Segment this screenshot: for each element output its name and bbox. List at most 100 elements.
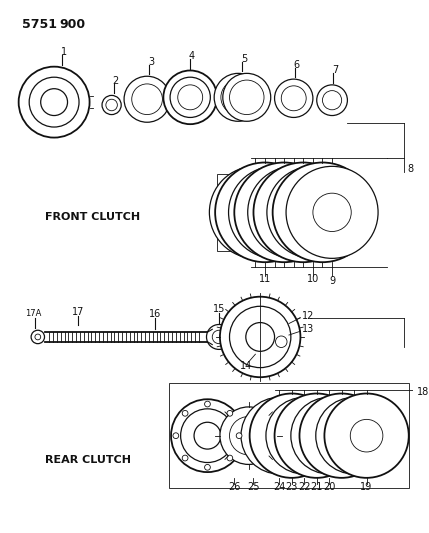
Circle shape — [205, 464, 210, 470]
Text: 15: 15 — [213, 304, 225, 314]
Circle shape — [175, 85, 179, 90]
Circle shape — [102, 95, 121, 115]
Circle shape — [194, 422, 221, 449]
Circle shape — [286, 166, 378, 259]
Circle shape — [248, 166, 340, 259]
Text: 23: 23 — [286, 482, 298, 492]
Circle shape — [230, 416, 268, 455]
Circle shape — [246, 322, 275, 351]
Circle shape — [35, 334, 41, 340]
Text: 22: 22 — [298, 482, 311, 492]
Circle shape — [254, 163, 353, 262]
Circle shape — [193, 110, 198, 115]
Circle shape — [58, 118, 63, 123]
Circle shape — [294, 193, 332, 231]
Text: FRONT CLUTCH: FRONT CLUTCH — [45, 212, 140, 222]
Circle shape — [181, 409, 234, 463]
Circle shape — [250, 393, 334, 478]
Text: REAR CLUTCH: REAR CLUTCH — [45, 455, 131, 465]
Circle shape — [275, 393, 359, 478]
Circle shape — [310, 416, 348, 455]
Circle shape — [236, 433, 242, 439]
Circle shape — [286, 195, 320, 230]
Text: 9: 9 — [329, 276, 335, 286]
Circle shape — [335, 416, 373, 455]
Circle shape — [106, 99, 118, 111]
Circle shape — [267, 195, 302, 230]
Text: 5: 5 — [241, 54, 248, 64]
Text: 25: 25 — [247, 482, 260, 492]
Circle shape — [41, 84, 45, 89]
Circle shape — [58, 82, 63, 86]
Circle shape — [220, 407, 278, 464]
Circle shape — [324, 393, 409, 478]
Circle shape — [212, 330, 226, 344]
Circle shape — [215, 163, 315, 262]
Circle shape — [267, 166, 359, 259]
Circle shape — [230, 80, 264, 115]
Circle shape — [281, 86, 306, 111]
Text: 21: 21 — [311, 482, 323, 492]
Circle shape — [205, 401, 210, 407]
Circle shape — [33, 100, 37, 104]
Circle shape — [227, 455, 233, 461]
Circle shape — [31, 330, 45, 344]
Circle shape — [29, 77, 79, 127]
Circle shape — [183, 79, 187, 84]
Text: 26: 26 — [228, 482, 241, 492]
Circle shape — [183, 110, 187, 115]
Circle shape — [275, 336, 287, 348]
Circle shape — [313, 193, 351, 231]
Text: 8: 8 — [408, 164, 414, 174]
Circle shape — [170, 77, 210, 117]
Circle shape — [273, 163, 372, 262]
Circle shape — [193, 79, 198, 84]
Text: 4: 4 — [188, 51, 194, 61]
Circle shape — [124, 76, 170, 122]
Circle shape — [171, 399, 244, 472]
Text: 2: 2 — [112, 76, 118, 86]
Text: 24: 24 — [273, 482, 286, 492]
Circle shape — [132, 84, 163, 115]
Text: 17A: 17A — [25, 310, 41, 318]
Circle shape — [178, 85, 202, 110]
Text: 19: 19 — [360, 482, 373, 492]
Circle shape — [230, 306, 291, 368]
Circle shape — [275, 419, 308, 452]
Circle shape — [234, 163, 334, 262]
Circle shape — [241, 397, 318, 474]
Circle shape — [41, 116, 45, 120]
Circle shape — [300, 419, 333, 452]
Circle shape — [163, 70, 217, 124]
Circle shape — [70, 104, 75, 109]
Circle shape — [223, 74, 271, 122]
Text: 20: 20 — [323, 482, 335, 492]
Text: 10: 10 — [307, 274, 319, 285]
Text: 7: 7 — [332, 66, 338, 76]
Text: 6: 6 — [293, 60, 300, 70]
Circle shape — [275, 79, 313, 117]
Circle shape — [325, 419, 358, 452]
Text: 13: 13 — [302, 324, 314, 334]
Circle shape — [260, 416, 299, 455]
Circle shape — [18, 67, 90, 138]
Text: 16: 16 — [148, 309, 161, 319]
Circle shape — [275, 193, 313, 231]
Circle shape — [182, 410, 188, 416]
Circle shape — [221, 80, 255, 115]
Text: 900: 900 — [59, 18, 85, 31]
Circle shape — [255, 193, 294, 231]
Circle shape — [204, 95, 209, 100]
Bar — [169, 383, 409, 488]
Circle shape — [220, 297, 300, 377]
Circle shape — [229, 166, 320, 259]
Circle shape — [173, 433, 179, 439]
Circle shape — [350, 419, 383, 452]
Text: 11: 11 — [259, 274, 271, 285]
Circle shape — [227, 410, 233, 416]
Circle shape — [236, 193, 275, 231]
Circle shape — [41, 88, 67, 116]
Circle shape — [182, 455, 188, 461]
Circle shape — [214, 74, 262, 122]
Circle shape — [317, 85, 347, 116]
